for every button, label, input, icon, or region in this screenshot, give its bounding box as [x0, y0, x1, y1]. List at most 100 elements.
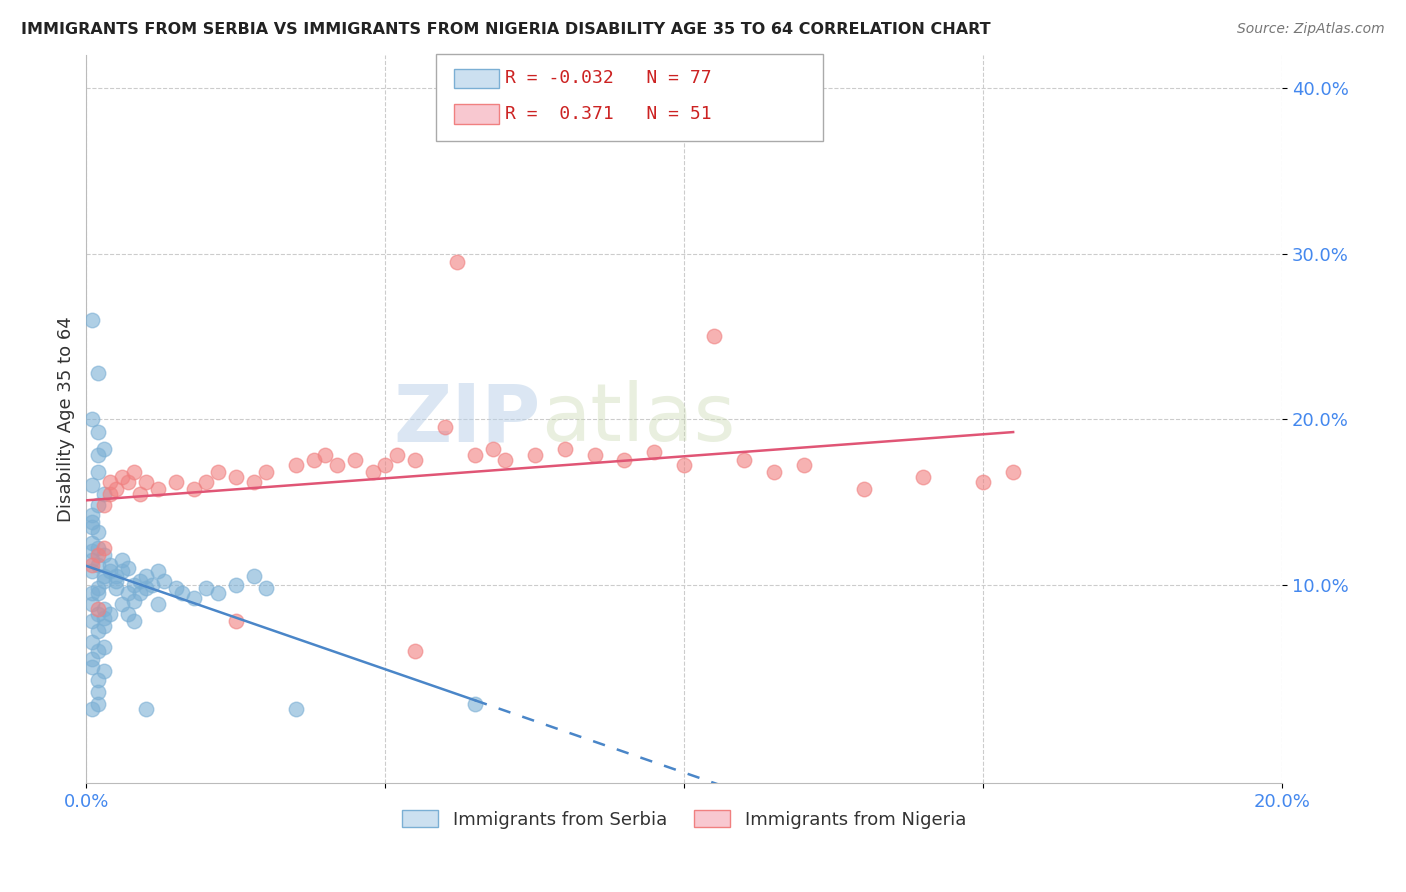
- Point: [146, 564, 169, 578]
- Point: [111, 564, 134, 578]
- Point: [111, 598, 134, 612]
- Point: [387, 449, 409, 463]
- Point: [135, 701, 157, 715]
- Point: [82, 508, 104, 522]
- Point: [82, 598, 104, 612]
- Point: [82, 660, 104, 674]
- Point: [98, 558, 121, 572]
- Point: [242, 569, 264, 583]
- Point: [135, 475, 157, 489]
- Point: [87, 425, 110, 440]
- Point: [82, 558, 104, 572]
- Point: [82, 519, 104, 533]
- Point: [82, 536, 104, 550]
- Point: [87, 366, 110, 380]
- Point: [93, 574, 115, 589]
- Point: [374, 458, 396, 473]
- Point: [302, 453, 325, 467]
- Point: [87, 697, 110, 711]
- Point: [703, 329, 725, 343]
- Point: [613, 453, 636, 467]
- Point: [105, 581, 128, 595]
- Point: [852, 482, 875, 496]
- Point: [117, 561, 139, 575]
- Text: atlas: atlas: [541, 380, 735, 458]
- Point: [98, 607, 121, 622]
- Point: [87, 607, 110, 622]
- Point: [122, 594, 145, 608]
- Text: Source: ZipAtlas.com: Source: ZipAtlas.com: [1237, 22, 1385, 37]
- Point: [93, 610, 115, 624]
- Point: [225, 470, 247, 484]
- Point: [464, 697, 486, 711]
- Point: [434, 420, 457, 434]
- Point: [105, 574, 128, 589]
- Point: [284, 458, 307, 473]
- Point: [87, 673, 110, 688]
- Point: [643, 445, 665, 459]
- Point: [494, 453, 516, 467]
- Point: [87, 449, 110, 463]
- Point: [82, 412, 104, 426]
- Point: [254, 465, 277, 479]
- Point: [105, 569, 128, 583]
- Point: [117, 586, 139, 600]
- Point: [404, 643, 426, 657]
- Point: [87, 541, 110, 555]
- Point: [98, 564, 121, 578]
- Point: [194, 581, 217, 595]
- Point: [98, 475, 121, 489]
- Text: R =  0.371   N = 51: R = 0.371 N = 51: [505, 105, 711, 123]
- Legend: Immigrants from Serbia, Immigrants from Nigeria: Immigrants from Serbia, Immigrants from …: [395, 803, 973, 836]
- Point: [129, 486, 152, 500]
- Text: R = -0.032   N = 77: R = -0.032 N = 77: [505, 70, 711, 87]
- Point: [82, 614, 104, 628]
- Point: [82, 564, 104, 578]
- Point: [183, 591, 205, 605]
- Point: [482, 442, 505, 456]
- Point: [93, 442, 115, 456]
- Point: [82, 313, 104, 327]
- Point: [1002, 465, 1025, 479]
- Point: [93, 602, 115, 616]
- Point: [146, 598, 169, 612]
- Text: ZIP: ZIP: [394, 380, 541, 458]
- Point: [93, 498, 115, 512]
- Point: [673, 458, 696, 473]
- Point: [314, 449, 336, 463]
- Point: [733, 453, 755, 467]
- Text: IMMIGRANTS FROM SERBIA VS IMMIGRANTS FROM NIGERIA DISABILITY AGE 35 TO 64 CORREL: IMMIGRANTS FROM SERBIA VS IMMIGRANTS FRO…: [21, 22, 991, 37]
- Point: [554, 442, 576, 456]
- Point: [464, 449, 486, 463]
- Point: [82, 544, 104, 558]
- Point: [87, 498, 110, 512]
- Point: [93, 486, 115, 500]
- Point: [93, 569, 115, 583]
- Point: [82, 515, 104, 529]
- Point: [117, 475, 139, 489]
- Point: [129, 586, 152, 600]
- Point: [93, 541, 115, 555]
- Point: [242, 475, 264, 489]
- Point: [207, 465, 229, 479]
- Point: [170, 586, 193, 600]
- Point: [93, 548, 115, 562]
- Point: [82, 635, 104, 649]
- Point: [972, 475, 994, 489]
- Point: [165, 581, 187, 595]
- Point: [404, 453, 426, 467]
- Point: [183, 482, 205, 496]
- Point: [122, 465, 145, 479]
- Point: [111, 552, 134, 566]
- Point: [82, 478, 104, 492]
- Point: [793, 458, 815, 473]
- Point: [254, 581, 277, 595]
- Point: [583, 449, 606, 463]
- Point: [523, 449, 546, 463]
- Point: [93, 664, 115, 678]
- Point: [912, 470, 935, 484]
- Point: [87, 586, 110, 600]
- Point: [105, 482, 128, 496]
- Point: [111, 470, 134, 484]
- Point: [165, 475, 187, 489]
